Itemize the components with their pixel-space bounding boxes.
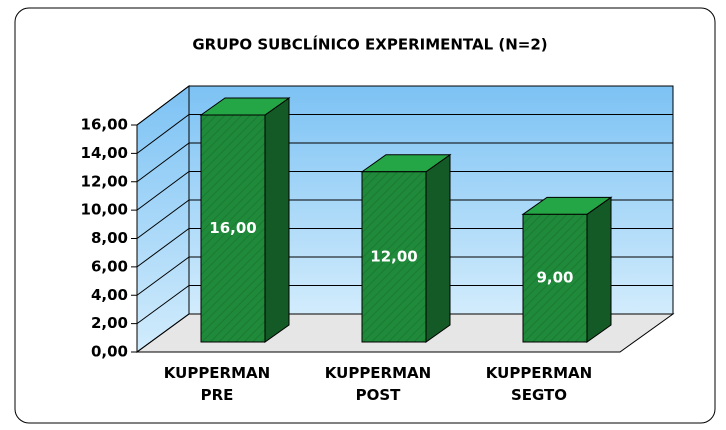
grid-line-side — [136, 199, 190, 239]
y-tick-label: 16,00 — [81, 116, 128, 134]
grid-line-side — [136, 256, 190, 296]
bar: 9,00 — [521, 196, 613, 343]
chart-title: GRUPO SUBCLÍNICO EXPERIMENTAL (N=2) — [192, 35, 547, 54]
grid-line-side — [136, 285, 190, 325]
y-tick-label: 6,00 — [91, 257, 128, 275]
bar-hatch — [523, 214, 587, 342]
bar: 12,00 — [360, 153, 452, 343]
grid-line-side — [136, 142, 190, 183]
y-tick-label: 10,00 — [81, 201, 128, 219]
bar-side — [586, 196, 612, 343]
y-tick-label: 12,00 — [81, 172, 128, 190]
grid-line-side — [136, 313, 190, 353]
grid-line-side — [136, 114, 190, 154]
grid-line-side — [136, 171, 190, 211]
data-label: 9,00 — [536, 269, 573, 287]
grid-line-side — [136, 85, 190, 126]
bar-hatch — [362, 171, 426, 342]
x-tick-label: KUPPERMAN SEGTO — [485, 364, 593, 404]
y-tick-label: 0,00 — [91, 343, 128, 361]
y-tick-label: 14,00 — [81, 144, 128, 162]
y-tick-label: 8,00 — [91, 229, 128, 247]
y-tick-label: 2,00 — [91, 314, 128, 332]
bar-side — [425, 153, 451, 343]
bar: 16,00 — [199, 97, 291, 343]
x-tick-label: KUPPERMAN PRE — [163, 364, 271, 404]
bar-side — [264, 97, 290, 343]
data-label: 12,00 — [370, 247, 417, 265]
y-tick-label: 4,00 — [91, 286, 128, 304]
grid-line-side — [136, 228, 190, 268]
x-tick-label: KUPPERMAN POST — [324, 364, 432, 404]
data-label: 16,00 — [209, 219, 256, 237]
bar-hatch — [201, 115, 265, 342]
